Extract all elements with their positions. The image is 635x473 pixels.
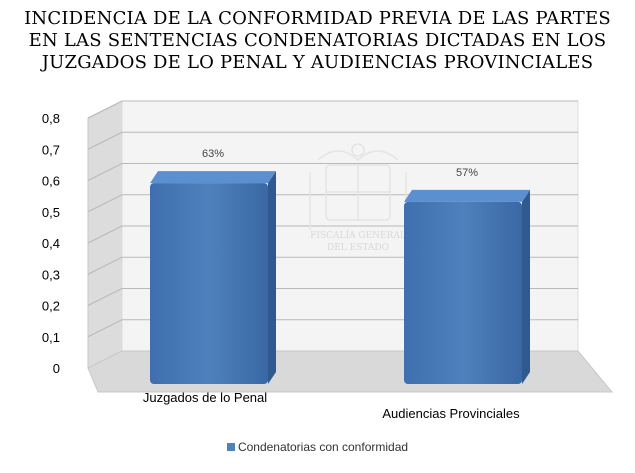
y-tick-label: 0,5 [42, 205, 60, 220]
category-labels: Juzgados de lo Penal Audiencias Provincia… [143, 390, 520, 421]
data-label: 63% [202, 148, 224, 160]
bar-side [268, 171, 276, 384]
y-tick-label: 0,4 [42, 236, 60, 251]
bar [404, 189, 530, 384]
y-tick-label: 0,2 [42, 299, 60, 314]
watermark-seal: FISCALÍA GENERAL DEL ESTADO [309, 143, 407, 253]
chart-title-line-1: INCIDENCIA DE LA CONFORMIDAD PREVIA DE L… [24, 8, 611, 29]
bar-front [404, 201, 522, 384]
grid-line [87, 163, 578, 181]
data-label: 57% [456, 167, 478, 179]
legend: Condenatorias con conformidad [0, 440, 635, 454]
data-labels: 63% 57% [202, 148, 478, 179]
legend-swatch-icon [226, 443, 235, 451]
y-tick-label: 0,3 [42, 267, 60, 282]
bars [150, 171, 530, 384]
grid-line [87, 100, 578, 119]
bar-top [150, 171, 276, 184]
grid-line [87, 131, 578, 150]
chart-title-line-3: JUZGADOS DE LO PENAL Y AUDIENCIAS PROVIN… [41, 52, 594, 73]
bar [150, 171, 276, 384]
chart-title: INCIDENCIA DE LA CONFORMIDAD PREVIA DE L… [0, 8, 635, 74]
legend-label: Condenatorias con conformidad [237, 440, 409, 454]
bar-side [522, 189, 530, 384]
y-axis-ticks: 0 0,1 0,2 0,3 0,4 0,5 0,6 0,7 0,8 [42, 111, 60, 376]
seal-icon [309, 143, 407, 230]
y-tick-label: 0,8 [42, 111, 60, 126]
watermark-line-1: FISCALÍA GENERAL [310, 229, 406, 241]
y-tick-label: 0,1 [42, 330, 60, 345]
y-tick-label: 0 [53, 361, 60, 376]
category-label: Audiencias Provinciales [382, 406, 520, 421]
watermark-line-2: DEL ESTADO [327, 243, 389, 253]
bar-front [150, 183, 268, 384]
y-tick-label: 0,6 [42, 174, 60, 189]
bar-top [404, 189, 530, 202]
chart-title-line-2: EN LAS SENTENCIAS CONDENATORIAS DICTADAS… [28, 30, 607, 51]
category-label: Juzgados de lo Penal [143, 390, 267, 405]
y-tick-label: 0,7 [42, 142, 60, 157]
